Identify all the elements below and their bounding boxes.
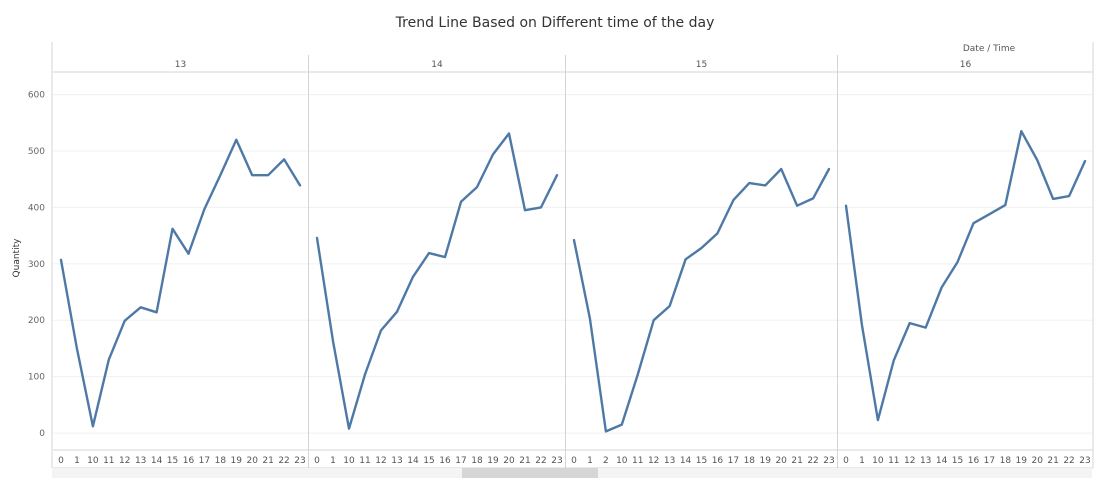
y-tick-label-600: 600 xyxy=(28,91,45,101)
x-tick-label-13-17: 17 xyxy=(199,456,210,466)
x-tick-label-13-1: 1 xyxy=(74,456,80,466)
y-tick-label-100: 100 xyxy=(28,373,45,383)
column-header-date-time: Date / Time xyxy=(963,44,1016,54)
x-tick-label-15-13: 13 xyxy=(664,456,675,466)
x-axis: 0 1 10 11 12 13 14 15 16 17 18 19 20 21 22 23 0 1 10 11 12 13… xyxy=(58,456,1091,466)
x-tick-label-13-21: 21 xyxy=(262,456,273,466)
x-tick-label-13-11: 11 xyxy=(103,456,114,466)
x-tick-label-15-1: 1 xyxy=(587,456,593,466)
y-tick-label-300: 300 xyxy=(28,260,45,270)
x-tick-label-15-12: 12 xyxy=(648,456,659,466)
x-tick-label-16-15: 15 xyxy=(952,456,963,466)
x-tick-label-13-15: 15 xyxy=(167,456,178,466)
x-tick-label-14-11: 11 xyxy=(359,456,370,466)
series-line-15 xyxy=(572,167,831,433)
x-tick-label-13-12: 12 xyxy=(119,456,130,466)
y-tick-label-0: 0 xyxy=(39,429,45,439)
x-tick-label-16-13: 13 xyxy=(920,456,931,466)
x-tick-label-14-20: 20 xyxy=(503,456,515,466)
panel-header-14: 14 xyxy=(431,60,443,70)
x-tick-label-15-17: 17 xyxy=(728,456,739,466)
x-tick-label-14-17: 17 xyxy=(455,456,466,466)
x-tick-label-15-0: 0 xyxy=(571,456,577,466)
x-tick-label-16-14: 14 xyxy=(936,456,948,466)
x-tick-label-15-14: 14 xyxy=(680,456,692,466)
x-tick-label-14-22: 22 xyxy=(535,456,546,466)
x-tick-label-13-23: 23 xyxy=(294,456,305,466)
x-tick-label-13-22: 22 xyxy=(278,456,289,466)
y-tick-label-200: 200 xyxy=(28,316,45,326)
x-tick-label-14-12: 12 xyxy=(375,456,386,466)
y-tick-label-500: 500 xyxy=(28,147,45,157)
x-tick-label-14-23: 23 xyxy=(551,456,562,466)
x-tick-label-16-1: 1 xyxy=(859,456,865,466)
panel-header-16: 16 xyxy=(960,60,972,70)
x-tick-label-14-10: 10 xyxy=(343,456,355,466)
y-axis: 0 100 200 300 400 500 600 xyxy=(28,91,45,440)
x-tick-label-16-12: 12 xyxy=(904,456,915,466)
x-tick-label-15-22: 22 xyxy=(807,456,818,466)
x-tick-label-16-23: 23 xyxy=(1079,456,1090,466)
x-tick-label-13-20: 20 xyxy=(246,456,258,466)
series-line-13 xyxy=(59,138,302,428)
chart-title: Trend Line Based on Different time of th… xyxy=(395,15,715,31)
x-tick-label-14-21: 21 xyxy=(519,456,530,466)
x-tick-label-16-22: 22 xyxy=(1063,456,1074,466)
panel-header-15: 15 xyxy=(696,60,707,70)
x-tick-label-13-0: 0 xyxy=(58,456,64,466)
x-tick-label-16-20: 20 xyxy=(1031,456,1043,466)
x-tick-label-15-19: 19 xyxy=(760,456,772,466)
x-tick-label-15-23: 23 xyxy=(823,456,834,466)
series-lines xyxy=(59,129,1087,433)
x-tick-label-16-21: 21 xyxy=(1047,456,1058,466)
x-tick-label-16-18: 18 xyxy=(1000,456,1012,466)
series-line-14 xyxy=(315,132,559,430)
panel-headers: 13 14 15 16 xyxy=(175,60,972,70)
x-tick-label-15-18: 18 xyxy=(744,456,756,466)
x-tick-label-16-11: 11 xyxy=(888,456,899,466)
x-tick-label-15-15: 15 xyxy=(696,456,707,466)
x-tick-label-15-11: 11 xyxy=(632,456,643,466)
x-tick-label-15-21: 21 xyxy=(791,456,802,466)
x-tick-label-14-13: 13 xyxy=(391,456,402,466)
y-axis-title: Quantity xyxy=(12,238,22,278)
x-tick-label-13-18: 18 xyxy=(215,456,227,466)
x-tick-label-13-10: 10 xyxy=(87,456,99,466)
x-tick-label-14-19: 19 xyxy=(487,456,499,466)
x-tick-label-16-19: 19 xyxy=(1016,456,1028,466)
x-tick-label-15-16: 16 xyxy=(712,456,724,466)
series-line-16 xyxy=(844,129,1087,422)
panel-header-13: 13 xyxy=(175,60,186,70)
x-tick-label-14-0: 0 xyxy=(314,456,320,466)
x-tick-label-16-16: 16 xyxy=(968,456,980,466)
x-tick-label-15-10: 10 xyxy=(616,456,628,466)
x-tick-label-13-19: 19 xyxy=(231,456,243,466)
panel-frames xyxy=(51,42,1094,469)
x-tick-label-16-10: 10 xyxy=(872,456,884,466)
x-tick-label-13-13: 13 xyxy=(135,456,146,466)
x-tick-label-15-2: 2 xyxy=(603,456,609,466)
x-tick-label-14-1: 1 xyxy=(330,456,336,466)
x-tick-label-14-18: 18 xyxy=(471,456,483,466)
x-tick-label-14-14: 14 xyxy=(407,456,419,466)
x-tick-label-14-16: 16 xyxy=(439,456,451,466)
gridlines xyxy=(53,94,1093,434)
x-tick-label-15-20: 20 xyxy=(775,456,787,466)
x-tick-label-13-14: 14 xyxy=(151,456,163,466)
y-tick-label-400: 400 xyxy=(28,203,45,213)
x-tick-label-16-17: 17 xyxy=(984,456,995,466)
x-tick-label-14-15: 15 xyxy=(423,456,434,466)
x-tick-label-13-16: 16 xyxy=(183,456,195,466)
x-tick-label-16-0: 0 xyxy=(843,456,849,466)
scrollbar-thumb[interactable] xyxy=(462,468,598,478)
